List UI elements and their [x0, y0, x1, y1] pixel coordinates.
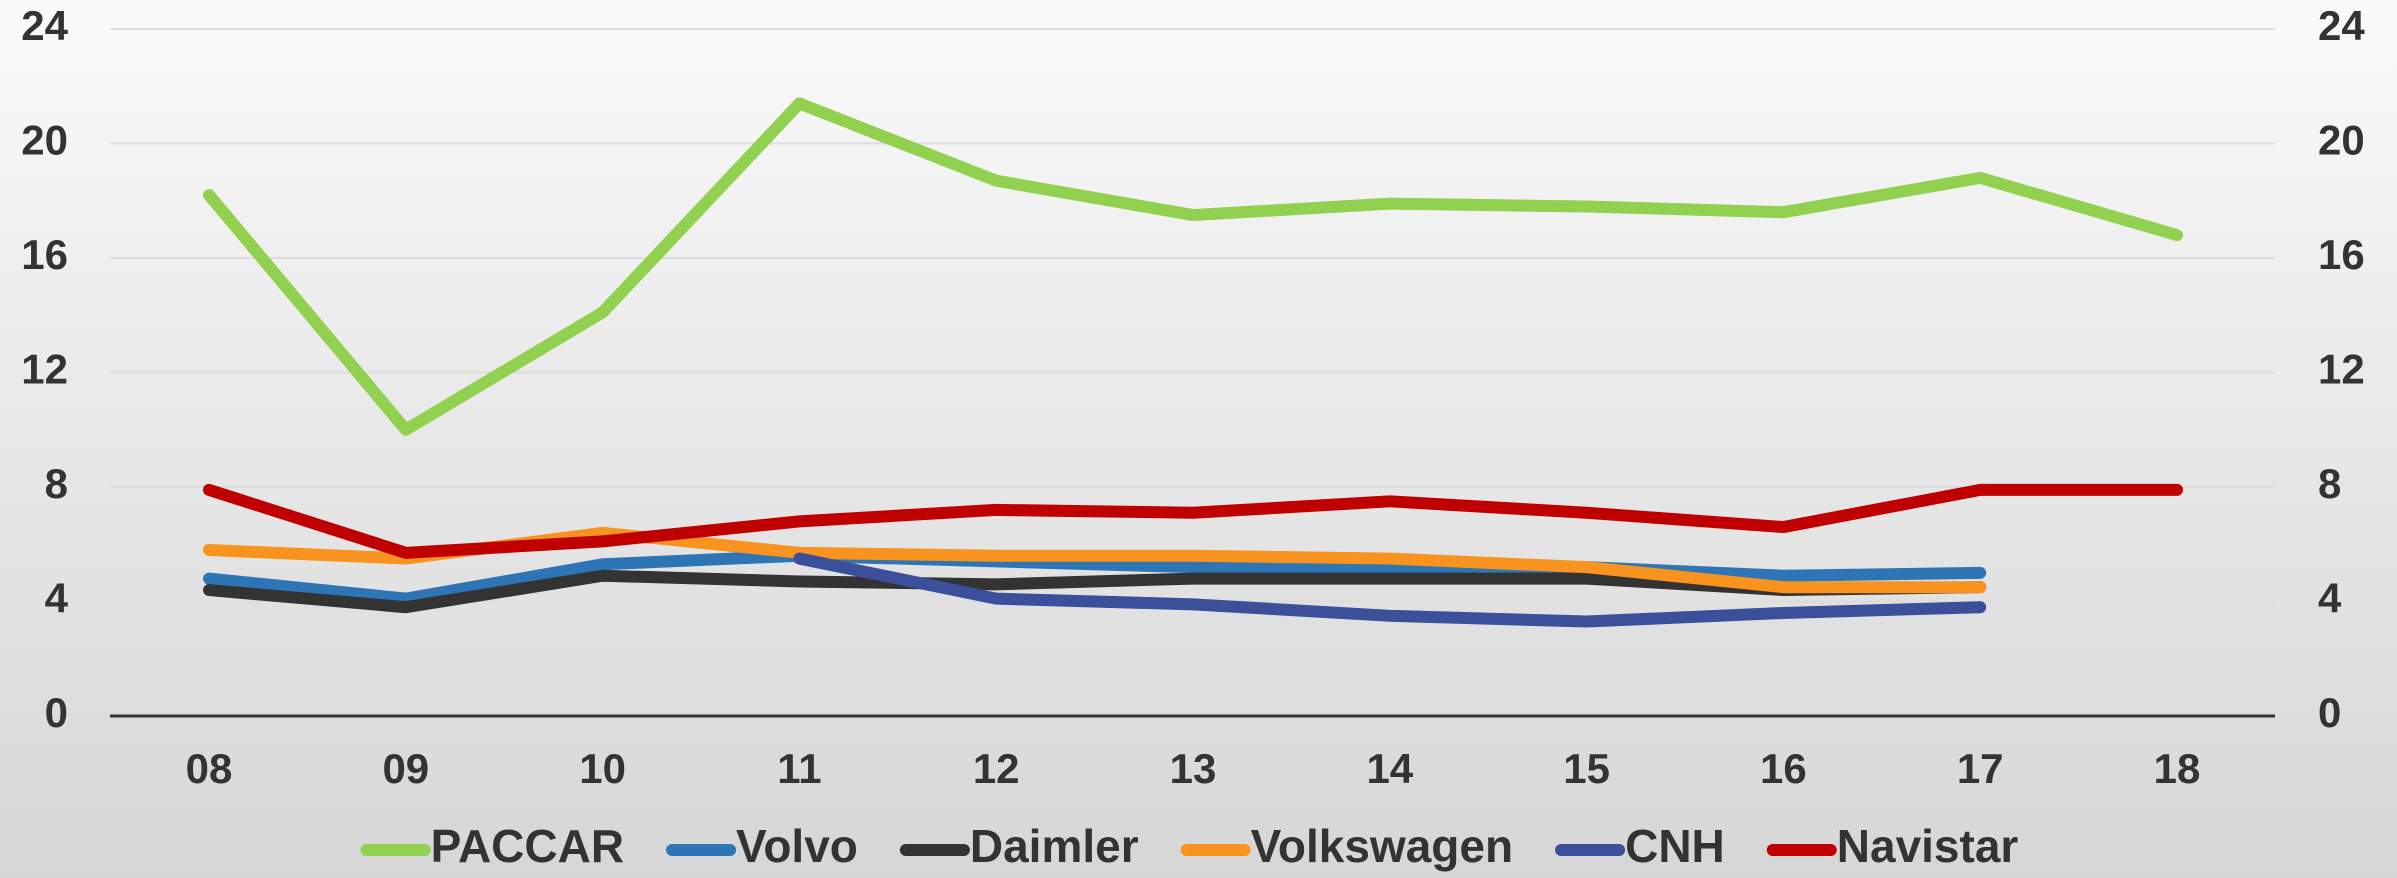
y2-tick-label: 12 — [2318, 346, 2365, 393]
line-series — [203, 483, 2183, 559]
x-tick-label: 16 — [1760, 745, 1807, 792]
x-tick-label: 08 — [186, 745, 233, 792]
y-tick-label: 20 — [21, 117, 68, 164]
legend-label: Volvo — [736, 820, 858, 872]
legend-label: Volkswagen — [1251, 820, 1513, 872]
x-tick-label: 10 — [579, 745, 626, 792]
line-series — [793, 552, 1987, 628]
line-series — [203, 569, 1987, 614]
legend-label: Navistar — [1837, 820, 2019, 872]
y2-tick-label: 16 — [2318, 231, 2365, 278]
x-tick-label: 17 — [1957, 745, 2004, 792]
line-series — [203, 97, 2183, 436]
x-tick-label: 13 — [1170, 745, 1217, 792]
y-tick-label: 24 — [21, 2, 68, 49]
y-tick-label: 0 — [45, 689, 68, 736]
y-tick-label: 8 — [45, 460, 68, 507]
y2-tick-label: 24 — [2318, 2, 2365, 49]
legend-label: PACCAR — [431, 820, 624, 872]
x-tick-label: 18 — [2154, 745, 2201, 792]
x-tick-label: 15 — [1563, 745, 1610, 792]
legend-label: CNH — [1625, 820, 1725, 872]
legend-label: Daimler — [970, 820, 1139, 872]
x-tick-label: 09 — [382, 745, 429, 792]
y2-tick-label: 4 — [2318, 575, 2342, 622]
y2-tick-label: 0 — [2318, 689, 2341, 736]
y2-tick-label: 20 — [2318, 117, 2365, 164]
y2-tick-label: 8 — [2318, 460, 2341, 507]
x-tick-label: 12 — [973, 745, 1020, 792]
x-tick-label: 11 — [777, 745, 821, 792]
y-tick-label: 16 — [21, 231, 68, 278]
y-tick-label: 12 — [21, 346, 68, 393]
x-tick-label: 14 — [1366, 745, 1413, 792]
y-tick-label: 4 — [45, 575, 69, 622]
